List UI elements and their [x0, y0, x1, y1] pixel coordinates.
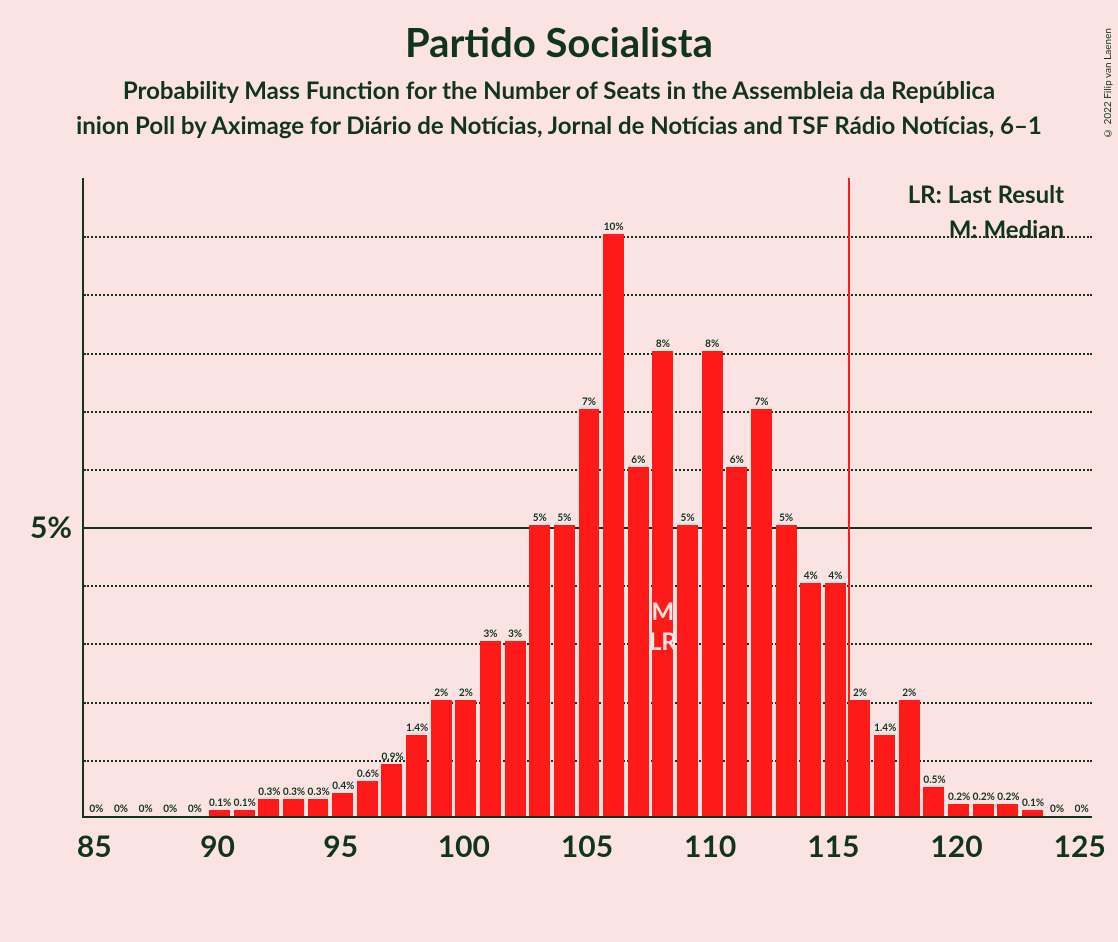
bar-value-label: 5% — [776, 512, 797, 524]
legend-lr: LR: Last Result — [908, 180, 1064, 209]
bar: 0.2% — [973, 804, 994, 816]
bar-value-label: 0% — [110, 803, 131, 815]
bar-value-label: 0% — [135, 803, 156, 815]
bar: 10% — [603, 234, 624, 816]
plot-region: LR: Last Result M: Median 0%0%0%0%0%0.1%… — [82, 178, 1092, 818]
bar-value-label: 0.2% — [948, 791, 969, 803]
bar-value-label: 8% — [652, 338, 673, 350]
bar-value-label: 0% — [1047, 803, 1068, 815]
x-axis-tick-label: 120 — [930, 828, 982, 864]
bar: 0.3% — [258, 799, 279, 816]
bar: 1.4% — [874, 735, 895, 816]
bar-value-label: 2% — [850, 687, 871, 699]
bar-value-label: 10% — [603, 221, 624, 233]
median-marker: M — [652, 597, 675, 626]
bar: 2% — [850, 700, 871, 816]
bar-value-label: 0.9% — [381, 751, 402, 763]
bar: 8% — [702, 351, 723, 816]
bar-value-label: 0.2% — [973, 791, 994, 803]
x-axis-tick-label: 100 — [438, 828, 490, 864]
bar: 6% — [726, 467, 747, 816]
last-result-marker: LR — [649, 627, 677, 656]
bar: 0.1% — [234, 810, 255, 816]
bar-value-label: 0.1% — [209, 797, 230, 809]
bar-value-label: 0% — [1071, 803, 1092, 815]
chart-subtitle: Probability Mass Function for the Number… — [0, 76, 1118, 105]
bar-value-label: 5% — [554, 512, 575, 524]
bar-value-label: 0.3% — [258, 786, 279, 798]
bar: 2% — [431, 700, 452, 816]
bar-value-label: 5% — [677, 512, 698, 524]
bar: 0.3% — [283, 799, 304, 816]
bar: 6% — [628, 467, 649, 816]
bar-value-label: 7% — [579, 396, 600, 408]
bar: 2% — [899, 700, 920, 816]
gridline — [84, 294, 1092, 296]
chart-source: inion Poll by Aximage for Diário de Notí… — [0, 111, 1118, 140]
bar: 0.2% — [948, 804, 969, 816]
bar-value-label: 0.6% — [357, 768, 378, 780]
bar-value-label: 0.1% — [1022, 797, 1043, 809]
bar: 5% — [677, 525, 698, 816]
bar: 0.5% — [923, 787, 944, 816]
bar: 3% — [505, 641, 526, 816]
bar: 5% — [554, 525, 575, 816]
bar-value-label: 4% — [825, 570, 846, 582]
x-axis-tick-label: 85 — [77, 828, 112, 864]
bar-value-label: 2% — [899, 687, 920, 699]
bar: 1.4% — [406, 735, 427, 816]
bar-value-label: 2% — [431, 687, 452, 699]
bar: 0.3% — [308, 799, 329, 816]
legend-m: M: Median — [908, 215, 1064, 244]
bar: 0.6% — [357, 781, 378, 816]
x-axis-tick-label: 115 — [807, 828, 859, 864]
bar-value-label: 6% — [628, 454, 649, 466]
bar: 0.4% — [332, 793, 353, 816]
bar-value-label: 1.4% — [874, 722, 895, 734]
bar-value-label: 6% — [726, 454, 747, 466]
bar: 5% — [529, 525, 550, 816]
bar-value-label: 0.2% — [997, 791, 1018, 803]
bar-value-label: 0% — [184, 803, 205, 815]
gridline — [84, 353, 1092, 355]
bar: 0.1% — [1022, 810, 1043, 816]
bar-value-label: 0.5% — [923, 774, 944, 786]
bar-value-label: 0% — [160, 803, 181, 815]
bar-value-label: 7% — [751, 396, 772, 408]
y-axis-tick-label: 5% — [10, 509, 72, 545]
bar-value-label: 0% — [86, 803, 107, 815]
x-axis-tick-label: 90 — [200, 828, 235, 864]
bar-value-label: 0.1% — [234, 797, 255, 809]
legend-box: LR: Last Result M: Median — [908, 180, 1064, 250]
copyright-text: © 2022 Filip van Laenen — [1102, 28, 1114, 139]
bar-value-label: 0.3% — [283, 786, 304, 798]
chart-title: Partido Socialista — [0, 18, 1118, 66]
x-axis-tick-label: 95 — [323, 828, 358, 864]
bar: 5% — [776, 525, 797, 816]
bar-value-label: 4% — [800, 570, 821, 582]
bar-value-label: 1.4% — [406, 722, 427, 734]
bar-value-label: 8% — [702, 338, 723, 350]
bar: 3% — [480, 641, 501, 816]
bar: 0.9% — [381, 764, 402, 816]
bar: 8% — [652, 351, 673, 816]
bar: 4% — [800, 583, 821, 816]
bar-value-label: 2% — [455, 687, 476, 699]
bar: 4% — [825, 583, 846, 816]
bar: 7% — [579, 409, 600, 816]
bar-value-label: 0.4% — [332, 780, 353, 792]
gridline — [84, 236, 1092, 238]
bar: 2% — [455, 700, 476, 816]
x-axis-tick-label: 110 — [684, 828, 736, 864]
bar: 7% — [751, 409, 772, 816]
chart-area: LR: Last Result M: Median 0%0%0%0%0%0.1%… — [0, 178, 1118, 898]
bar-value-label: 3% — [480, 628, 501, 640]
bar: 0.2% — [997, 804, 1018, 816]
x-axis-tick-label: 125 — [1054, 828, 1106, 864]
x-axis-tick-label: 105 — [561, 828, 613, 864]
bar-value-label: 0.3% — [308, 786, 329, 798]
bar: 0.1% — [209, 810, 230, 816]
bar-value-label: 3% — [505, 628, 526, 640]
bar-value-label: 5% — [529, 512, 550, 524]
